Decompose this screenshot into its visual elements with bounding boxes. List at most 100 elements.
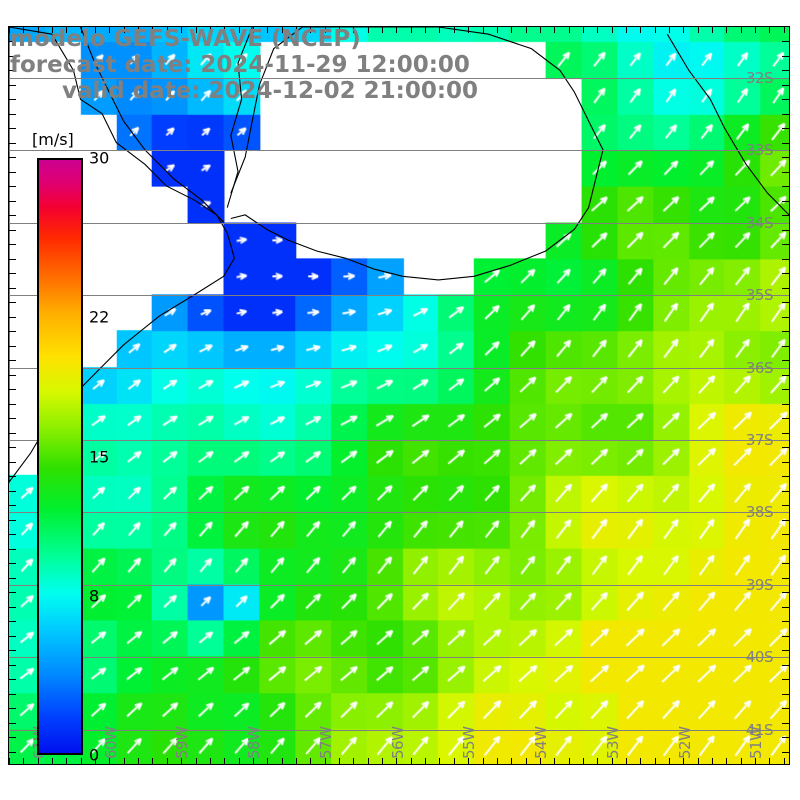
tick-mark [9,27,10,33]
tick-mark [782,172,789,173]
tick-mark [782,346,789,347]
gridline-lat [9,368,789,369]
tick-mark [368,758,369,764]
tick-mark [9,41,16,42]
tick-mark [782,244,789,245]
colorbar-tick-30: 30 [89,148,110,168]
tick-mark [655,758,656,764]
tick-mark [9,215,16,216]
tick-mark [782,621,789,622]
tick-mark [9,172,16,173]
tick-mark [282,27,283,33]
tick-mark [9,447,16,448]
tick-mark [511,758,512,764]
tick-mark [9,534,16,535]
tick-mark [784,758,785,764]
tick-mark [782,679,789,680]
tick-mark [640,27,641,33]
tick-mark [224,758,225,764]
tick-mark [396,758,397,764]
tick-mark [9,85,16,86]
tick-mark [9,621,16,622]
tick-mark [66,27,67,33]
tick-mark [9,360,16,361]
tick-mark [669,27,670,33]
tick-mark [782,99,789,100]
tick-mark [9,476,16,477]
tick-mark [439,27,440,33]
tick-mark [782,128,789,129]
tick-mark [9,607,16,608]
tick-mark [124,27,125,33]
tick-mark [109,27,110,33]
colorbar-gradient [37,158,83,755]
lat-label-33S: 33S [745,141,774,160]
tick-mark [769,758,770,764]
tick-mark [9,288,16,289]
gridline-lat [9,223,789,224]
tick-mark [9,244,16,245]
tick-mark [9,752,16,753]
tick-mark [782,41,789,42]
tick-mark [782,694,789,695]
tick-mark [138,27,139,33]
tick-mark [9,520,16,521]
tick-mark [9,389,16,390]
tick-mark [23,758,24,764]
colorbar-tick-15: 15 [89,447,110,466]
tick-mark [782,389,789,390]
tick-mark [683,27,684,33]
lat-label-40S: 40S [745,648,774,667]
tick-mark [626,27,627,33]
tick-mark [782,752,789,753]
tick-mark [81,758,82,764]
tick-mark [368,27,369,33]
tick-mark [712,758,713,764]
tick-mark [497,758,498,764]
tick-mark [782,708,789,709]
tick-mark [468,27,469,33]
tick-mark [554,758,555,764]
tick-mark [52,27,53,33]
tick-mark [540,27,541,33]
tick-mark [95,758,96,764]
lon-label-57W: 57W [316,726,335,759]
tick-mark [9,549,16,550]
tick-mark [9,259,16,260]
tick-mark [655,27,656,33]
tick-mark [683,758,684,764]
tick-mark [782,578,789,579]
tick-mark [782,607,789,608]
tick-mark [782,85,789,86]
tick-mark [282,758,283,764]
tick-mark [353,758,354,764]
tick-mark [9,737,16,738]
colorbar-unit-label: [m/s] [32,130,74,149]
tick-mark [9,143,16,144]
lat-label-37S: 37S [745,430,774,449]
gridline-lat [9,440,789,441]
tick-mark [741,758,742,764]
gridline-lat [9,585,789,586]
tick-mark [396,27,397,33]
tick-mark [9,650,16,651]
tick-mark [253,27,254,33]
tick-mark [325,27,326,33]
tick-mark [626,758,627,764]
tick-mark [782,665,789,666]
lon-label-53W: 53W [603,726,622,759]
tick-mark [782,418,789,419]
tick-mark [310,758,311,764]
tick-mark [9,418,16,419]
lat-label-41S: 41S [745,720,774,739]
tick-mark [698,27,699,33]
tick-mark [755,27,756,33]
tick-mark [9,592,16,593]
gridline-lat [9,730,789,731]
tick-mark [497,27,498,33]
tick-mark [9,56,16,57]
tick-mark [339,758,340,764]
tick-mark [782,447,789,448]
tick-mark [310,27,311,33]
tick-mark [782,215,789,216]
